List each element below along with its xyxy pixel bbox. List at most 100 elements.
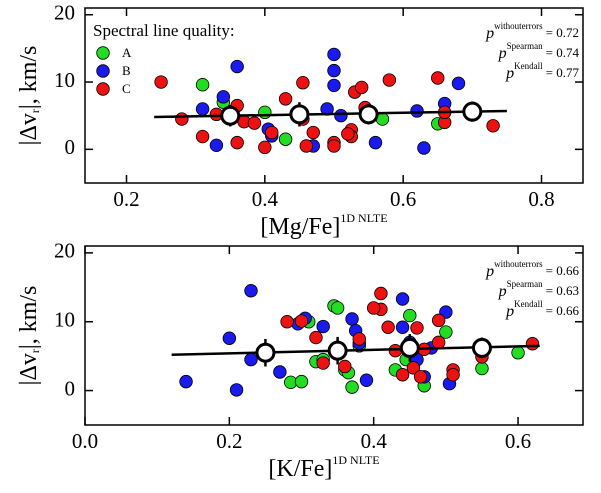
data-point bbox=[431, 71, 445, 85]
x-label-sup: 1D NLTE bbox=[340, 211, 387, 225]
stat-symbol: p bbox=[498, 45, 507, 62]
data-point bbox=[230, 135, 244, 150]
data-point bbox=[175, 112, 189, 126]
data-point bbox=[341, 127, 355, 141]
stat-sup: withouterrors bbox=[494, 259, 543, 269]
x-tick-label: 0.2 bbox=[216, 429, 242, 453]
x-label-main: [Mg/Fe] bbox=[260, 214, 340, 240]
data-point bbox=[222, 331, 237, 345]
stat-symbol: p bbox=[505, 65, 514, 82]
x-tick-label: 0.4 bbox=[252, 187, 279, 211]
data-point bbox=[366, 301, 381, 315]
data-point bbox=[195, 129, 210, 144]
data-point bbox=[334, 108, 348, 123]
data-point bbox=[316, 319, 330, 334]
data-point bbox=[306, 125, 320, 140]
data-point bbox=[395, 320, 410, 334]
y-label-main: |Δv bbox=[16, 353, 42, 385]
data-point bbox=[417, 141, 431, 155]
data-point bbox=[230, 59, 244, 74]
data-point bbox=[511, 346, 525, 360]
stat-symbol: p bbox=[505, 303, 514, 320]
stat-symbol: p bbox=[498, 283, 507, 300]
data-point bbox=[431, 313, 446, 328]
y-axis-label: |Δvr|, km/s bbox=[16, 286, 42, 386]
stat-value: = 0.72 bbox=[546, 25, 579, 40]
x-label-main: [K/Fe] bbox=[268, 456, 332, 482]
data-point bbox=[352, 332, 366, 346]
data-point bbox=[345, 380, 359, 394]
legend-marker bbox=[96, 64, 110, 78]
data-point bbox=[403, 308, 417, 323]
y-label-sub: r bbox=[28, 349, 42, 353]
data-point bbox=[395, 292, 410, 306]
data-point bbox=[327, 47, 341, 62]
binned-mean bbox=[327, 340, 348, 361]
stat-annotation: pKendall = 0.77 bbox=[505, 61, 579, 82]
data-point bbox=[309, 330, 323, 345]
data-point bbox=[280, 315, 294, 329]
stat-annotation: pwithouterrors = 0.66 bbox=[485, 259, 579, 280]
data-point bbox=[294, 374, 309, 389]
x-axis-label: [Mg/Fe]1D NLTE bbox=[260, 211, 387, 240]
data-point bbox=[413, 370, 428, 384]
data-point bbox=[327, 63, 341, 78]
data-point bbox=[273, 365, 287, 379]
data-point bbox=[195, 78, 210, 92]
y-tick-label: 10 bbox=[54, 68, 75, 92]
legend-label: C bbox=[122, 81, 131, 96]
stat-annotation: pSpearman = 0.74 bbox=[498, 41, 580, 62]
y-tick-label: 0 bbox=[65, 135, 76, 159]
data-point bbox=[345, 312, 359, 326]
data-point bbox=[278, 92, 293, 106]
legend-title: Spectral line quality: bbox=[93, 21, 235, 40]
data-point bbox=[327, 139, 341, 153]
binned-mean bbox=[289, 104, 310, 125]
data-point bbox=[195, 102, 210, 116]
data-point bbox=[154, 75, 168, 89]
data-point bbox=[258, 140, 272, 155]
binned-mean bbox=[358, 104, 379, 125]
legend-label: B bbox=[122, 63, 131, 78]
data-point bbox=[338, 359, 352, 374]
data-point bbox=[439, 325, 453, 339]
plot-frame bbox=[84, 7, 584, 184]
legend-label: A bbox=[122, 45, 132, 60]
data-point bbox=[209, 138, 224, 153]
data-point bbox=[525, 337, 540, 351]
stat-annotation: pKendall = 0.66 bbox=[505, 299, 579, 320]
data-point bbox=[330, 301, 345, 315]
data-point bbox=[475, 361, 489, 376]
x-label-sup: 1D NLTE bbox=[332, 453, 379, 467]
data-point bbox=[381, 320, 395, 334]
binned-mean bbox=[399, 337, 420, 358]
binned-mean bbox=[220, 105, 241, 126]
data-point bbox=[247, 116, 262, 130]
y-label-main: |Δv bbox=[16, 113, 42, 145]
stat-value: = 0.66 bbox=[546, 303, 580, 318]
x-tick-label: 0.6 bbox=[505, 429, 531, 453]
y-tick-label: 0 bbox=[65, 376, 76, 400]
data-point bbox=[294, 314, 309, 328]
data-point bbox=[382, 73, 397, 87]
data-point bbox=[431, 335, 446, 350]
x-axis-label: [K/Fe]1D NLTE bbox=[268, 453, 379, 482]
stat-annotation: pwithouterrors = 0.72 bbox=[485, 21, 579, 42]
stat-value: = 0.77 bbox=[546, 65, 580, 80]
x-tick-label: 0.2 bbox=[113, 187, 139, 211]
stat-sup: Kendall bbox=[514, 61, 543, 71]
fit-line bbox=[154, 109, 507, 119]
stat-symbol: p bbox=[485, 25, 494, 42]
stat-annotation: pSpearman = 0.63 bbox=[498, 279, 579, 300]
data-point bbox=[410, 321, 424, 335]
data-point bbox=[265, 125, 279, 140]
data-point bbox=[296, 76, 310, 90]
stat-sup: Spearman bbox=[507, 41, 543, 51]
data-point bbox=[368, 135, 383, 150]
x-tick-label: 0.6 bbox=[390, 187, 416, 211]
data-point bbox=[244, 352, 258, 367]
binned-mean bbox=[471, 337, 492, 358]
data-point bbox=[374, 286, 388, 301]
plot-frame bbox=[84, 245, 584, 426]
data-point bbox=[278, 132, 293, 146]
